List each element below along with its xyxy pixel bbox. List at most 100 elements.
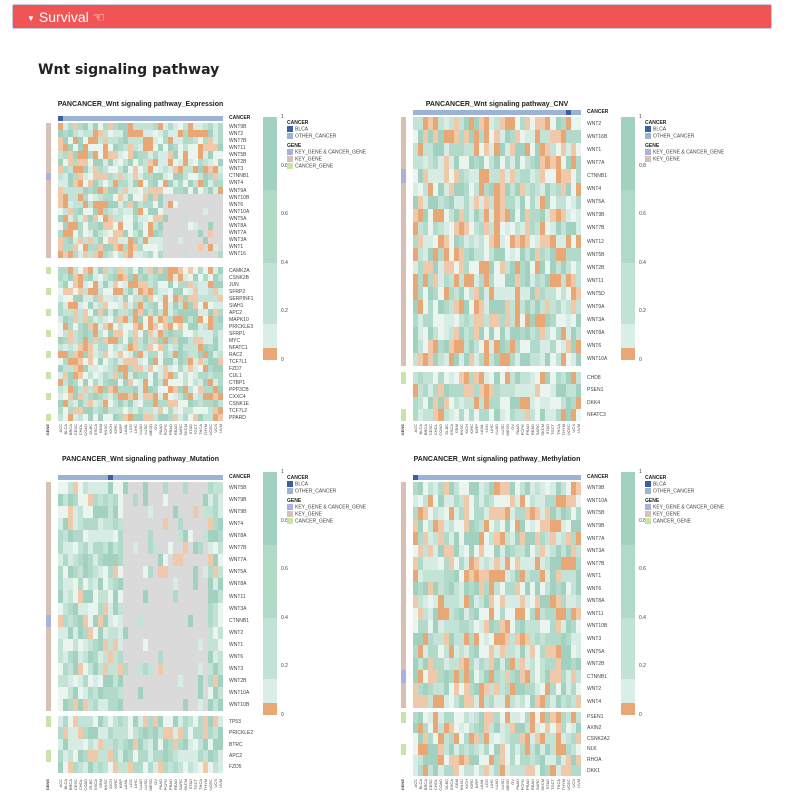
- heatmap-cell: [479, 339, 485, 354]
- heatmap-cell: [93, 750, 99, 762]
- heatmap-cell: [448, 234, 455, 249]
- heatmap-cell: [148, 123, 154, 131]
- heatmap-cell: [555, 682, 561, 696]
- heatmap-cell: [208, 236, 214, 245]
- heatmap-cell: [158, 295, 164, 303]
- heatmap-cell: [463, 117, 470, 131]
- heatmap-cell: [183, 123, 189, 131]
- gene-label: WNT1: [229, 244, 244, 251]
- heatmap-cell: [113, 698, 119, 712]
- heatmap-cell: [555, 261, 561, 275]
- heatmap-cell: [418, 313, 424, 327]
- heatmap-cell: [103, 650, 109, 664]
- heatmap-cell: [443, 408, 449, 422]
- heatmap-cell: [143, 761, 149, 774]
- heatmap-cell: [565, 300, 572, 314]
- heatmap-cell: [504, 670, 511, 684]
- heatmap-cell: [218, 151, 224, 159]
- heatmap-cell: [575, 274, 582, 288]
- heatmap-cell: [213, 482, 219, 495]
- heatmap-cell: [458, 754, 465, 766]
- heatmap-cell: [494, 195, 500, 210]
- heatmap-cell: [489, 117, 495, 131]
- heatmap-cell: [153, 267, 159, 275]
- heatmap-cell: [519, 234, 526, 249]
- heatmap-cell: [208, 365, 214, 373]
- heatmap-cell: [143, 144, 149, 152]
- heatmap-cell: [168, 674, 174, 688]
- heatmap-cell: [178, 201, 184, 209]
- gene-label: CXXC4: [229, 393, 246, 400]
- heatmap-cell: [148, 288, 154, 296]
- legend-swatch: [287, 133, 293, 139]
- heatmap-cell: [489, 396, 495, 410]
- heatmap-cell: [203, 626, 209, 639]
- heatmap-cell: [484, 494, 490, 508]
- heatmap-cell: [178, 407, 184, 415]
- legend-item: KEY_GENE: [287, 511, 366, 518]
- heatmap-cell: [148, 323, 154, 331]
- heatmap-cell: [433, 494, 439, 508]
- heatmap-cell: [118, 165, 124, 174]
- heatmap-cell: [118, 494, 124, 507]
- heatmap-cell: [83, 330, 89, 338]
- heatmap-cell: [535, 300, 541, 314]
- heatmap-cell: [570, 569, 577, 583]
- heatmap-cell: [123, 494, 129, 507]
- heatmap-cell: [178, 650, 184, 664]
- heatmap-cell: [133, 506, 139, 519]
- heatmap-cell: [178, 614, 184, 627]
- heatmap-cell: [504, 352, 511, 367]
- heatmap-cell: [438, 632, 444, 646]
- heatmap-cell: [570, 519, 577, 533]
- heatmap-cell: [530, 607, 536, 621]
- heatmap-cell: [173, 351, 179, 359]
- heatmap-cell: [469, 326, 475, 341]
- heatmap-cell: [128, 351, 134, 359]
- heatmap-cell: [458, 300, 465, 314]
- heatmap-cell: [519, 620, 526, 633]
- heatmap-cell: [545, 765, 551, 777]
- heatmap-cell: [193, 716, 199, 728]
- gene-annotation-cell: [401, 569, 406, 583]
- heatmap-cell: [108, 614, 114, 627]
- heatmap-cell: [163, 316, 169, 324]
- heatmap-cell: [218, 201, 224, 209]
- heatmap-cell: [63, 372, 69, 380]
- heatmap-cell: [193, 674, 199, 688]
- heatmap-cell: [479, 532, 485, 546]
- heatmap-cell: [545, 130, 551, 144]
- heatmap-cell: [198, 302, 204, 310]
- heatmap-cell: [433, 744, 439, 755]
- heatmap-cell: [418, 326, 424, 341]
- heatmap-cell: [448, 408, 455, 422]
- heatmap-cell: [443, 712, 449, 723]
- heatmap-cell: [474, 287, 480, 301]
- gene-label: WNT9A: [229, 187, 247, 194]
- heatmap-cell: [203, 494, 209, 507]
- heatmap-cell: [463, 195, 470, 210]
- heatmap-cell: [158, 716, 164, 728]
- heatmap-cell: [193, 288, 199, 296]
- heatmap-cell: [540, 313, 546, 327]
- heatmap-cell: [198, 281, 204, 289]
- heatmap-cell: [453, 682, 460, 696]
- heatmap-cell: [113, 344, 119, 352]
- heatmap-cell: [509, 156, 516, 170]
- heatmap-cell: [108, 750, 114, 762]
- survival-section-header[interactable]: ▼ Survival ☜: [12, 4, 772, 29]
- heatmap-cell: [575, 519, 582, 533]
- heatmap-cell: [413, 156, 419, 170]
- heatmap-cell: [68, 316, 74, 324]
- heatmap-cell: [78, 274, 84, 282]
- heatmap-cell: [168, 578, 174, 591]
- heatmap-cell: [499, 287, 505, 301]
- heatmap-cell: [423, 182, 429, 196]
- heatmap-cell: [148, 530, 154, 543]
- cancer-type-label: ESCA: [448, 779, 454, 790]
- heatmap-cell: [504, 195, 511, 210]
- heatmap-cell: [494, 339, 500, 354]
- heatmap-cell: [193, 179, 199, 188]
- colorscale-tick: 0.4: [639, 614, 646, 621]
- heatmap-cell: [530, 682, 536, 696]
